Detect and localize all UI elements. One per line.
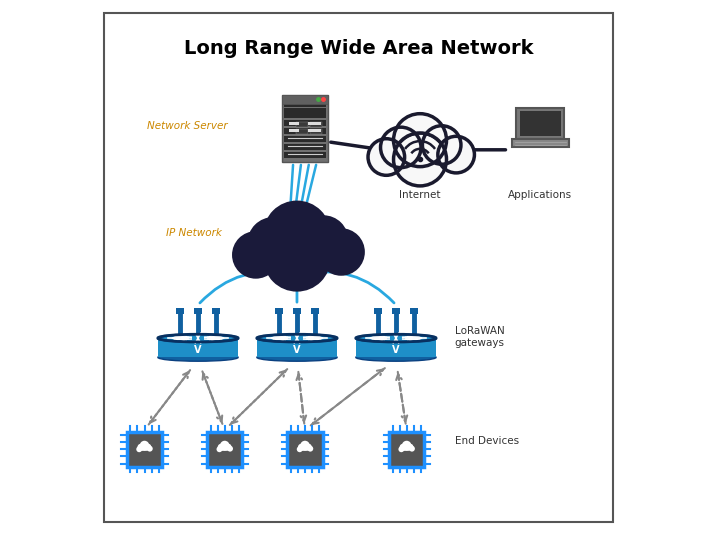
Ellipse shape bbox=[356, 334, 436, 342]
FancyBboxPatch shape bbox=[285, 152, 326, 158]
FancyBboxPatch shape bbox=[285, 112, 326, 118]
FancyBboxPatch shape bbox=[282, 95, 328, 104]
Circle shape bbox=[394, 114, 447, 167]
Circle shape bbox=[438, 136, 475, 173]
Text: V: V bbox=[194, 345, 201, 355]
Circle shape bbox=[249, 218, 298, 268]
FancyBboxPatch shape bbox=[308, 122, 321, 125]
Circle shape bbox=[136, 446, 142, 452]
Ellipse shape bbox=[219, 447, 231, 451]
Circle shape bbox=[305, 444, 312, 450]
Circle shape bbox=[297, 446, 303, 452]
FancyBboxPatch shape bbox=[296, 129, 308, 134]
FancyBboxPatch shape bbox=[257, 338, 337, 357]
FancyBboxPatch shape bbox=[310, 129, 322, 134]
FancyBboxPatch shape bbox=[158, 338, 238, 357]
FancyBboxPatch shape bbox=[285, 128, 326, 134]
FancyBboxPatch shape bbox=[389, 432, 424, 467]
Ellipse shape bbox=[356, 354, 436, 361]
Text: Network Server: Network Server bbox=[147, 121, 227, 131]
FancyBboxPatch shape bbox=[311, 308, 319, 314]
FancyBboxPatch shape bbox=[285, 101, 326, 107]
Circle shape bbox=[394, 133, 447, 186]
FancyBboxPatch shape bbox=[520, 111, 561, 136]
Circle shape bbox=[138, 444, 145, 450]
FancyBboxPatch shape bbox=[410, 308, 418, 314]
FancyBboxPatch shape bbox=[289, 122, 298, 125]
Circle shape bbox=[399, 444, 407, 450]
FancyBboxPatch shape bbox=[516, 108, 564, 139]
Text: Internet: Internet bbox=[399, 190, 441, 200]
Circle shape bbox=[409, 446, 415, 452]
Ellipse shape bbox=[138, 447, 151, 451]
FancyBboxPatch shape bbox=[310, 123, 322, 127]
Text: Long Range Wide Area Network: Long Range Wide Area Network bbox=[184, 39, 533, 58]
FancyBboxPatch shape bbox=[285, 120, 326, 126]
FancyBboxPatch shape bbox=[127, 432, 162, 467]
Circle shape bbox=[300, 217, 347, 264]
FancyBboxPatch shape bbox=[374, 308, 381, 314]
Circle shape bbox=[300, 441, 310, 450]
FancyBboxPatch shape bbox=[289, 129, 298, 132]
Ellipse shape bbox=[299, 447, 311, 451]
Ellipse shape bbox=[158, 354, 238, 361]
FancyBboxPatch shape bbox=[296, 123, 308, 127]
FancyBboxPatch shape bbox=[356, 338, 436, 357]
FancyBboxPatch shape bbox=[288, 432, 323, 467]
Ellipse shape bbox=[401, 447, 412, 451]
Circle shape bbox=[217, 446, 222, 452]
Text: IP Network: IP Network bbox=[166, 228, 222, 238]
Circle shape bbox=[298, 444, 305, 450]
FancyBboxPatch shape bbox=[176, 308, 184, 314]
Ellipse shape bbox=[257, 334, 337, 342]
Text: Applications: Applications bbox=[508, 190, 572, 200]
FancyBboxPatch shape bbox=[275, 308, 282, 314]
Circle shape bbox=[225, 444, 232, 450]
Circle shape bbox=[265, 226, 329, 291]
FancyBboxPatch shape bbox=[285, 108, 326, 114]
Circle shape bbox=[407, 444, 414, 450]
Ellipse shape bbox=[252, 232, 343, 266]
FancyBboxPatch shape bbox=[285, 136, 326, 142]
Circle shape bbox=[319, 230, 364, 274]
FancyBboxPatch shape bbox=[207, 432, 242, 467]
Circle shape bbox=[265, 202, 329, 267]
Circle shape bbox=[145, 444, 151, 450]
Circle shape bbox=[308, 446, 313, 452]
Ellipse shape bbox=[158, 334, 238, 342]
Text: End Devices: End Devices bbox=[455, 437, 519, 446]
FancyBboxPatch shape bbox=[392, 308, 399, 314]
FancyBboxPatch shape bbox=[194, 308, 201, 314]
Circle shape bbox=[381, 127, 421, 167]
Circle shape bbox=[399, 446, 404, 452]
Circle shape bbox=[422, 126, 461, 164]
Ellipse shape bbox=[257, 354, 337, 361]
FancyBboxPatch shape bbox=[212, 308, 220, 314]
FancyBboxPatch shape bbox=[293, 308, 300, 314]
Ellipse shape bbox=[383, 138, 457, 167]
Circle shape bbox=[402, 441, 412, 450]
FancyBboxPatch shape bbox=[285, 144, 326, 150]
Text: LoRaWAN
gateways: LoRaWAN gateways bbox=[455, 326, 505, 348]
Circle shape bbox=[218, 444, 224, 450]
Circle shape bbox=[368, 139, 404, 175]
FancyBboxPatch shape bbox=[282, 95, 328, 162]
Circle shape bbox=[227, 446, 233, 452]
Circle shape bbox=[234, 233, 278, 277]
Text: V: V bbox=[392, 345, 399, 355]
FancyBboxPatch shape bbox=[511, 139, 569, 147]
FancyBboxPatch shape bbox=[308, 129, 321, 132]
Circle shape bbox=[147, 446, 153, 452]
Circle shape bbox=[140, 441, 149, 450]
Circle shape bbox=[220, 441, 229, 450]
Text: V: V bbox=[293, 345, 300, 355]
